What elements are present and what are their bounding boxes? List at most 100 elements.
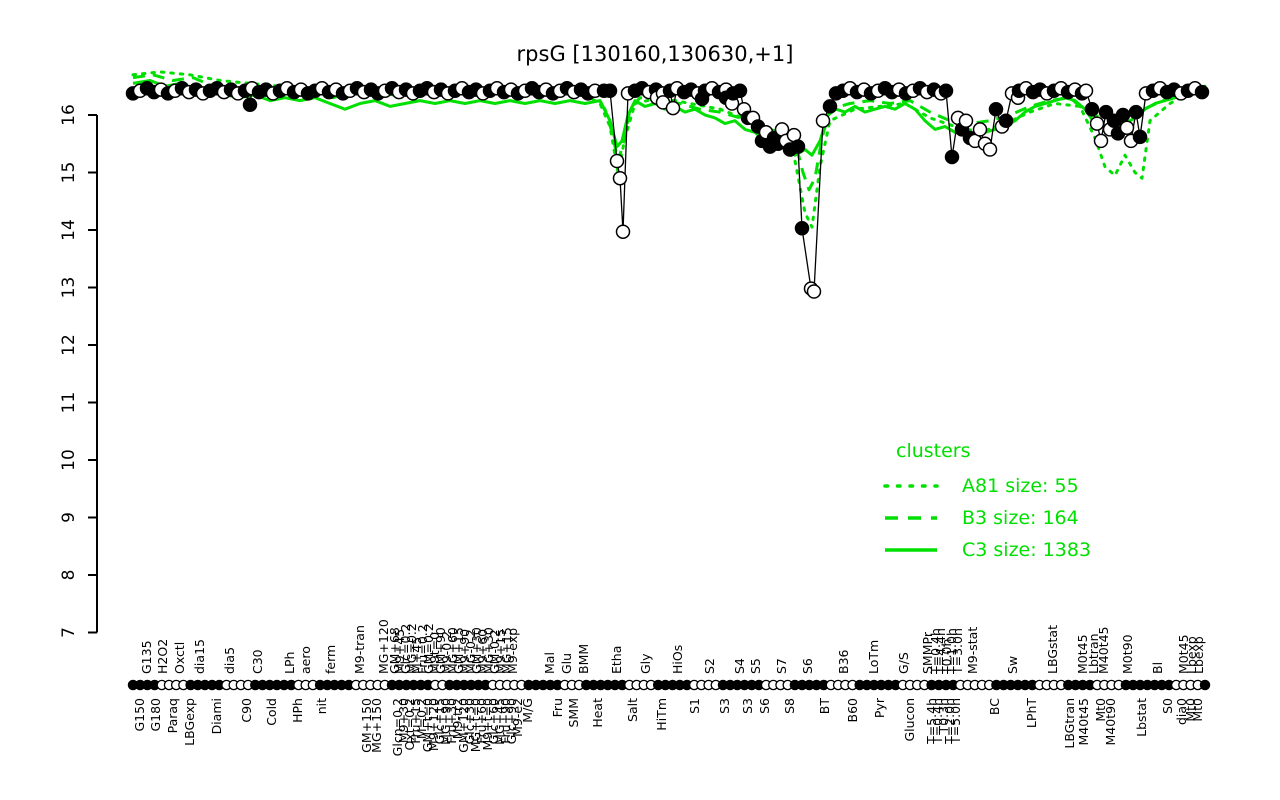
- x-label-top: M9-exp: [505, 628, 520, 674]
- data-point-open: [815, 113, 831, 128]
- x-label-bottom: HiTm: [654, 698, 669, 731]
- y-tick-label: 8: [59, 570, 79, 581]
- legend-label-a81: A81 size: 55: [962, 475, 1079, 497]
- x-label-bottom: MG+150: [369, 698, 384, 753]
- x-label-top: MG+30: [481, 627, 496, 674]
- x-label-bottom: B60: [845, 698, 860, 723]
- dotted-line-icon: [883, 484, 939, 488]
- x-label-top: M9+45: [392, 629, 407, 674]
- x-label-bottom: M9+t=0: [480, 698, 495, 751]
- x-label-top: Lbtran: [1086, 633, 1101, 674]
- x-label-bottom: M9+30: [396, 698, 411, 743]
- x-label-top: Oxctl: [172, 642, 187, 674]
- data-point-filled: [790, 139, 806, 154]
- x-label-top: M9t=0: [427, 632, 442, 674]
- x-label-bottom: G180: [148, 698, 163, 732]
- x-label-top: S2: [702, 658, 717, 674]
- x-label-bottom: M9+120: [426, 698, 441, 751]
- y-tick-label: 7: [59, 627, 79, 638]
- x-label-top: T=1.0h: [944, 628, 959, 675]
- x-label-top: T=3.0h: [950, 628, 965, 675]
- x-label-bottom: Fru+30: [444, 698, 459, 744]
- x-label-bottom: Fru+15: [408, 698, 423, 744]
- x-label-bottom: T=0.4h: [930, 698, 945, 745]
- x-label-bottom: Pyr: [872, 697, 887, 718]
- x-label-bottom: M40t90: [1103, 698, 1118, 746]
- y-tick-label: 15: [59, 162, 79, 184]
- y-tick-label: 12: [59, 334, 79, 356]
- x-label-top: Etha: [609, 646, 624, 674]
- x-label-bottom: S8: [782, 698, 797, 714]
- x-label-bottom: Fru+60: [474, 698, 489, 744]
- x-label-bottom: LPhT: [1024, 698, 1039, 728]
- data-point-filled: [1128, 104, 1144, 120]
- y-tick-label: 14: [59, 219, 79, 241]
- x-label-bottom: M9-e2: [510, 698, 525, 737]
- x-label-bottom: Diami: [209, 698, 224, 734]
- cluster-legend: clusters A81 size: 55 B3 size: 164 C3 si…: [882, 440, 1091, 566]
- legend-row-b3: B3 size: 164: [882, 502, 1091, 534]
- x-label-bottom: T=5.4h: [924, 698, 939, 745]
- experiment-line: [132, 87, 1203, 293]
- data-point-open: [612, 170, 628, 186]
- data-point-open: [665, 100, 681, 116]
- x-label-top: dia5: [222, 647, 237, 674]
- y-tick-label: 9: [59, 512, 79, 523]
- x-label-bottom: MG+45: [492, 698, 507, 745]
- x-label-bottom: Oxt=0.2: [402, 698, 417, 751]
- chart-title: rpsG [130160,130630,+1]: [516, 42, 794, 66]
- x-label-top: MG+15: [499, 627, 514, 674]
- data-point-filled: [732, 83, 748, 99]
- condition-marker: [1199, 679, 1211, 691]
- x-label-bottom: Glc+60: [486, 698, 501, 744]
- x-label-bottom: M/G: [520, 698, 535, 723]
- x-label-top: LPh: [282, 652, 297, 674]
- x-label-top: G/S: [896, 652, 911, 674]
- x-label-bottom: M9-tr2: [450, 698, 465, 739]
- data-point-filled: [794, 221, 810, 236]
- x-label-top: GM-0.2: [487, 629, 502, 674]
- x-label-bottom: LBGtran: [1062, 698, 1077, 749]
- x-label-bottom: MG+t=0: [468, 698, 483, 752]
- x-label-bottom: Glcn=0.2: [390, 698, 405, 756]
- x-label-top: HiOs: [670, 645, 685, 674]
- x-label-bottom: T0.3h: [936, 698, 951, 734]
- x-label-bottom: dia0: [1174, 698, 1189, 725]
- x-label-bottom: Cold: [264, 698, 279, 726]
- data-point-filled: [1084, 101, 1100, 117]
- x-label-bottom: Glucon: [902, 698, 917, 742]
- x-label-bottom: Fru: [550, 698, 565, 717]
- data-point-open: [609, 153, 625, 169]
- x-label-bottom: Fru+90: [498, 698, 513, 744]
- x-label-top: M9-stat: [965, 627, 980, 674]
- x-label-top: Bl: [1150, 662, 1165, 674]
- legend-label-b3: B3 size: 164: [962, 507, 1079, 529]
- x-label-bottom: Paraq: [165, 698, 180, 733]
- x-label-top: Glu: [559, 653, 574, 674]
- x-label-top: M9+60: [475, 629, 490, 674]
- x-label-bottom: Heat: [590, 698, 605, 728]
- x-label-top: Gly: [638, 653, 653, 674]
- x-label-top: M9+90: [457, 629, 472, 674]
- x-label-bottom: S3: [717, 698, 732, 714]
- x-label-bottom: MG+90: [438, 698, 453, 745]
- x-label-bottom: BC: [987, 698, 1002, 715]
- x-label-top: T=4.4h: [933, 628, 948, 675]
- solid-line-icon: [885, 548, 937, 552]
- data-point-open: [972, 122, 988, 137]
- x-label-bottom: Mt0: [1190, 698, 1205, 722]
- data-point-filled: [602, 83, 618, 99]
- x-label-bottom: Glc+15: [432, 698, 447, 744]
- legend-title: clusters: [896, 440, 971, 462]
- x-label-bottom: S6: [757, 698, 772, 714]
- data-point-open: [1078, 83, 1094, 99]
- x-label-bottom: Mt0: [1183, 698, 1198, 722]
- x-label-bottom: M40t45: [1076, 698, 1091, 746]
- x-label-top: S7: [774, 658, 789, 674]
- x-label-bottom: Lbstat: [1134, 698, 1149, 737]
- x-label-top: GM+15: [451, 627, 466, 674]
- x-label-top: GM+30: [469, 627, 484, 674]
- x-label-bottom: T=2.0h: [942, 698, 957, 745]
- x-label-bottom: Glc+90: [504, 698, 519, 744]
- x-label-top: LBGstat: [1045, 625, 1060, 674]
